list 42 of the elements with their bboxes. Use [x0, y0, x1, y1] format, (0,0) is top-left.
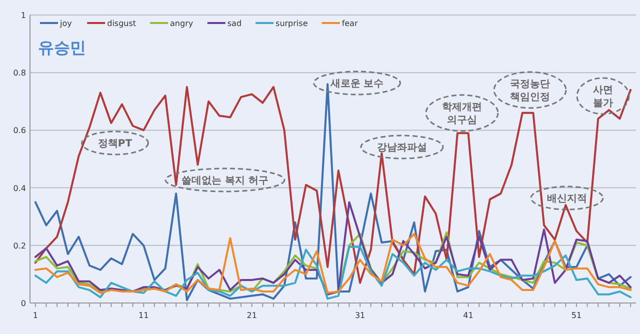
annotation: 사면 불가	[593, 85, 613, 109]
y-tick-label: 0.2	[13, 241, 26, 250]
annotation: 국정농단 책임인정	[510, 79, 550, 103]
annotation: 새로운 보수	[313, 70, 401, 96]
annotation: 쓸데없는 복지 허구	[164, 168, 286, 192]
legend-label: sad	[227, 19, 242, 28]
annotation: 배신지적	[547, 194, 587, 204]
legend-label: fear	[342, 19, 358, 28]
annotation: 정책PT	[98, 138, 132, 150]
legend-label: surprise	[276, 19, 308, 28]
annotation: 국정농단 책임인정	[493, 71, 567, 109]
x-tick-label: 21	[246, 311, 257, 320]
x-tick-label: 31	[354, 311, 366, 320]
annotation: 학제개편 의구심	[425, 94, 499, 132]
legend-label: angry	[170, 19, 194, 28]
y-tick-label: 1	[20, 11, 26, 20]
text: 유승민	[38, 38, 86, 57]
annotation: 사면 불가	[576, 77, 630, 115]
annotation: 쓸데없는 복지 허구	[182, 176, 268, 186]
legend-item: surprise	[256, 19, 308, 28]
y-tick-label: 0.8	[13, 68, 26, 78]
y-tick-label: 0.4	[13, 184, 26, 193]
x-tick-label: 41	[463, 311, 474, 320]
annotation: 정책PT	[81, 130, 149, 156]
legend-item: fear	[322, 19, 358, 28]
annotation: 강남좌파설	[377, 142, 427, 154]
y-tick-label: 0.6	[13, 126, 26, 136]
annotation: 배신지적	[530, 186, 604, 210]
line-series	[34, 246, 632, 300]
y-tick-label: 0	[20, 299, 26, 308]
legend-label: joy	[59, 19, 72, 28]
x-tick-label: 51	[571, 311, 582, 320]
legend-item: joy	[40, 19, 72, 28]
legend-item: disgust	[87, 19, 136, 28]
annotation: 새로운 보수	[329, 78, 384, 90]
legend-item: sad	[207, 19, 242, 28]
x-tick-label: 11	[138, 311, 149, 320]
annotation: 강남좌파설	[360, 134, 444, 160]
annotation: 학제개편 의구심	[442, 102, 482, 126]
legend-label: disgust	[107, 19, 136, 28]
x-tick-label: 1	[32, 311, 38, 320]
legend-item: angry	[150, 19, 194, 28]
